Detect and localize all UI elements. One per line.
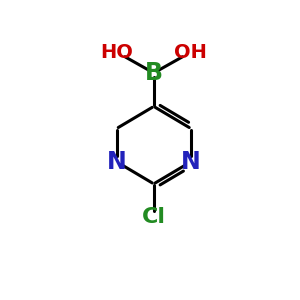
Text: N: N [181, 150, 201, 174]
Text: OH: OH [174, 43, 207, 62]
Text: B: B [145, 61, 163, 85]
Text: HO: HO [100, 43, 133, 62]
Text: N: N [107, 150, 127, 174]
Text: Cl: Cl [142, 207, 166, 227]
